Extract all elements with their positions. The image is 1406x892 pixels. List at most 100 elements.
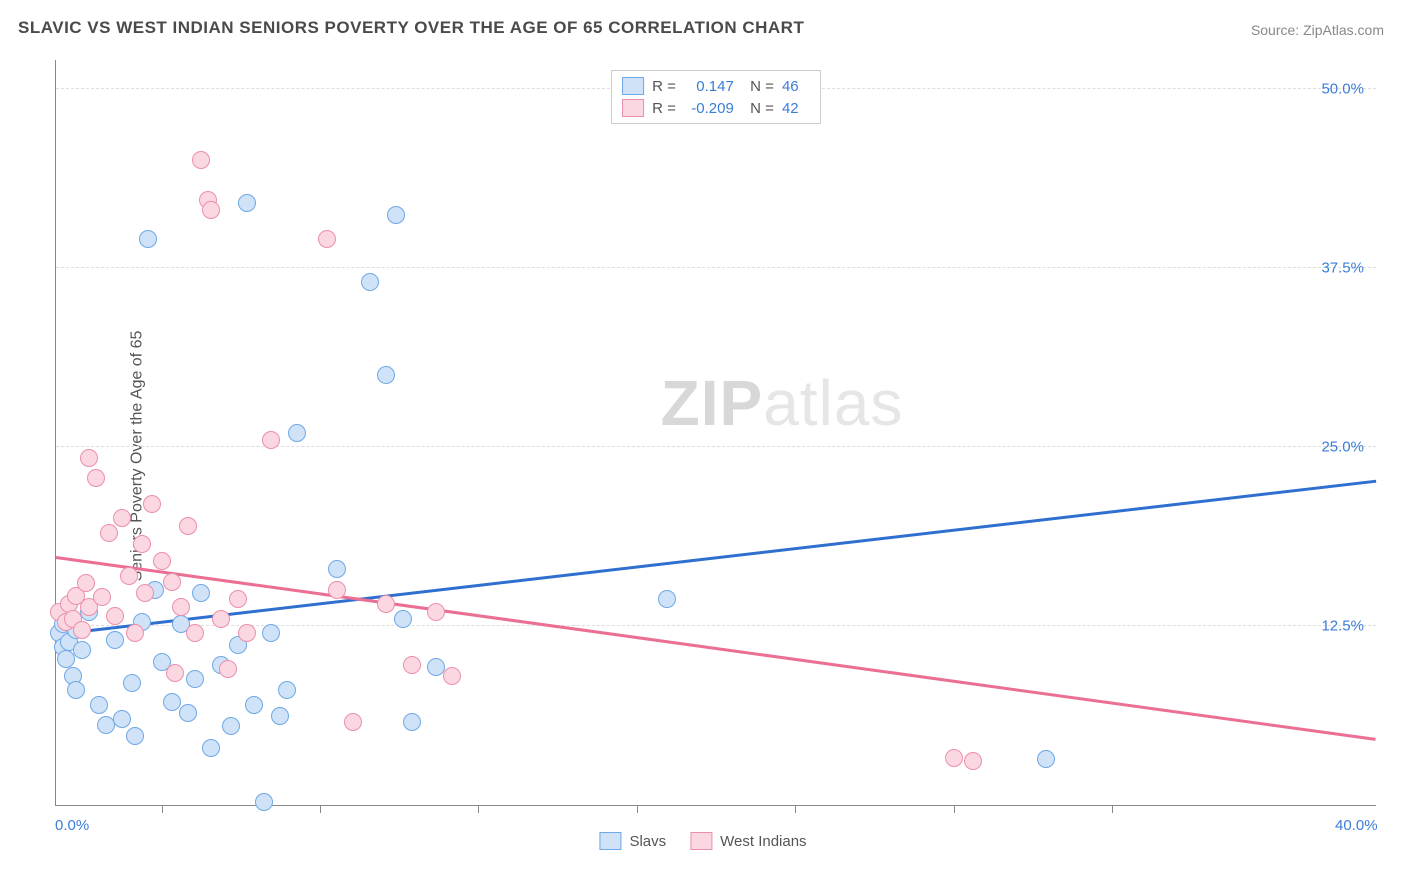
data-point-slavs <box>139 230 157 248</box>
data-point-west-indians <box>100 524 118 542</box>
data-point-slavs <box>222 717 240 735</box>
x-minor-tick <box>637 805 638 813</box>
watermark-light: atlas <box>763 367 903 439</box>
x-minor-tick <box>954 805 955 813</box>
data-point-slavs <box>245 696 263 714</box>
r-value-slavs: 0.147 <box>684 78 734 95</box>
gridline-h <box>56 625 1376 626</box>
data-point-west-indians <box>229 590 247 608</box>
data-point-slavs <box>192 584 210 602</box>
data-point-west-indians <box>186 624 204 642</box>
data-point-slavs <box>427 658 445 676</box>
data-point-west-indians <box>219 660 237 678</box>
data-point-slavs <box>361 273 379 291</box>
data-point-west-indians <box>166 664 184 682</box>
data-point-west-indians <box>202 201 220 219</box>
data-point-west-indians <box>153 552 171 570</box>
correlation-row: R = 0.147 N = 46 <box>622 75 810 97</box>
data-point-slavs <box>328 560 346 578</box>
data-point-slavs <box>57 650 75 668</box>
legend-item-westindians: West Indians <box>690 832 806 850</box>
data-point-west-indians <box>80 449 98 467</box>
legend-label-slavs: Slavs <box>629 833 666 850</box>
y-tick-label: 12.5% <box>1321 617 1364 634</box>
x-minor-tick <box>478 805 479 813</box>
data-point-west-indians <box>964 752 982 770</box>
data-point-slavs <box>106 631 124 649</box>
data-point-west-indians <box>443 667 461 685</box>
n-label: N = <box>742 100 774 117</box>
n-label: N = <box>742 78 774 95</box>
n-value-slavs: 46 <box>782 78 810 95</box>
y-tick-label: 50.0% <box>1321 80 1364 97</box>
plot-area: ZIPatlas R = 0.147 N = 46 R = -0.209 N =… <box>55 60 1376 806</box>
data-point-slavs <box>163 693 181 711</box>
data-point-west-indians <box>262 431 280 449</box>
source-attribution: Source: ZipAtlas.com <box>1251 22 1384 38</box>
trendline-slavs <box>56 480 1376 636</box>
data-point-slavs <box>271 707 289 725</box>
legend-label-westindians: West Indians <box>720 833 806 850</box>
gridline-h <box>56 267 1376 268</box>
watermark: ZIPatlas <box>661 366 904 440</box>
data-point-slavs <box>403 713 421 731</box>
data-point-west-indians <box>172 598 190 616</box>
x-minor-tick <box>162 805 163 813</box>
data-point-west-indians <box>73 621 91 639</box>
data-point-slavs <box>278 681 296 699</box>
data-point-slavs <box>377 366 395 384</box>
series-legend: Slavs West Indians <box>599 832 806 850</box>
data-point-slavs <box>394 610 412 628</box>
swatch-westindians <box>622 99 644 117</box>
data-point-west-indians <box>93 588 111 606</box>
x-minor-tick <box>320 805 321 813</box>
data-point-west-indians <box>133 535 151 553</box>
r-value-westindians: -0.209 <box>684 100 734 117</box>
data-point-slavs <box>97 716 115 734</box>
chart-title: SLAVIC VS WEST INDIAN SENIORS POVERTY OV… <box>18 18 804 38</box>
swatch-slavs <box>599 832 621 850</box>
watermark-bold: ZIP <box>661 367 764 439</box>
chart-container: Seniors Poverty Over the Age of 65 ZIPat… <box>0 50 1406 862</box>
data-point-slavs <box>123 674 141 692</box>
data-point-west-indians <box>179 517 197 535</box>
data-point-west-indians <box>427 603 445 621</box>
data-point-slavs <box>387 206 405 224</box>
data-point-west-indians <box>113 509 131 527</box>
legend-item-slavs: Slavs <box>599 832 666 850</box>
data-point-slavs <box>186 670 204 688</box>
data-point-slavs <box>126 727 144 745</box>
data-point-west-indians <box>328 581 346 599</box>
gridline-h <box>56 446 1376 447</box>
data-point-west-indians <box>87 469 105 487</box>
data-point-west-indians <box>192 151 210 169</box>
data-point-slavs <box>67 681 85 699</box>
data-point-west-indians <box>403 656 421 674</box>
data-point-west-indians <box>143 495 161 513</box>
data-point-slavs <box>113 710 131 728</box>
x-tick-label: 0.0% <box>55 817 89 834</box>
r-label: R = <box>652 100 676 117</box>
data-point-slavs <box>262 624 280 642</box>
data-point-slavs <box>288 424 306 442</box>
data-point-west-indians <box>136 584 154 602</box>
data-point-west-indians <box>212 610 230 628</box>
r-label: R = <box>652 78 676 95</box>
data-point-west-indians <box>126 624 144 642</box>
data-point-west-indians <box>106 607 124 625</box>
swatch-westindians <box>690 832 712 850</box>
data-point-slavs <box>202 739 220 757</box>
y-tick-label: 25.0% <box>1321 438 1364 455</box>
data-point-slavs <box>658 590 676 608</box>
x-minor-tick <box>795 805 796 813</box>
data-point-west-indians <box>377 595 395 613</box>
data-point-slavs <box>1037 750 1055 768</box>
data-point-west-indians <box>318 230 336 248</box>
y-tick-label: 37.5% <box>1321 259 1364 276</box>
data-point-slavs <box>238 194 256 212</box>
data-point-slavs <box>90 696 108 714</box>
data-point-west-indians <box>238 624 256 642</box>
correlation-legend: R = 0.147 N = 46 R = -0.209 N = 42 <box>611 70 821 124</box>
data-point-west-indians <box>163 573 181 591</box>
correlation-row: R = -0.209 N = 42 <box>622 97 810 119</box>
